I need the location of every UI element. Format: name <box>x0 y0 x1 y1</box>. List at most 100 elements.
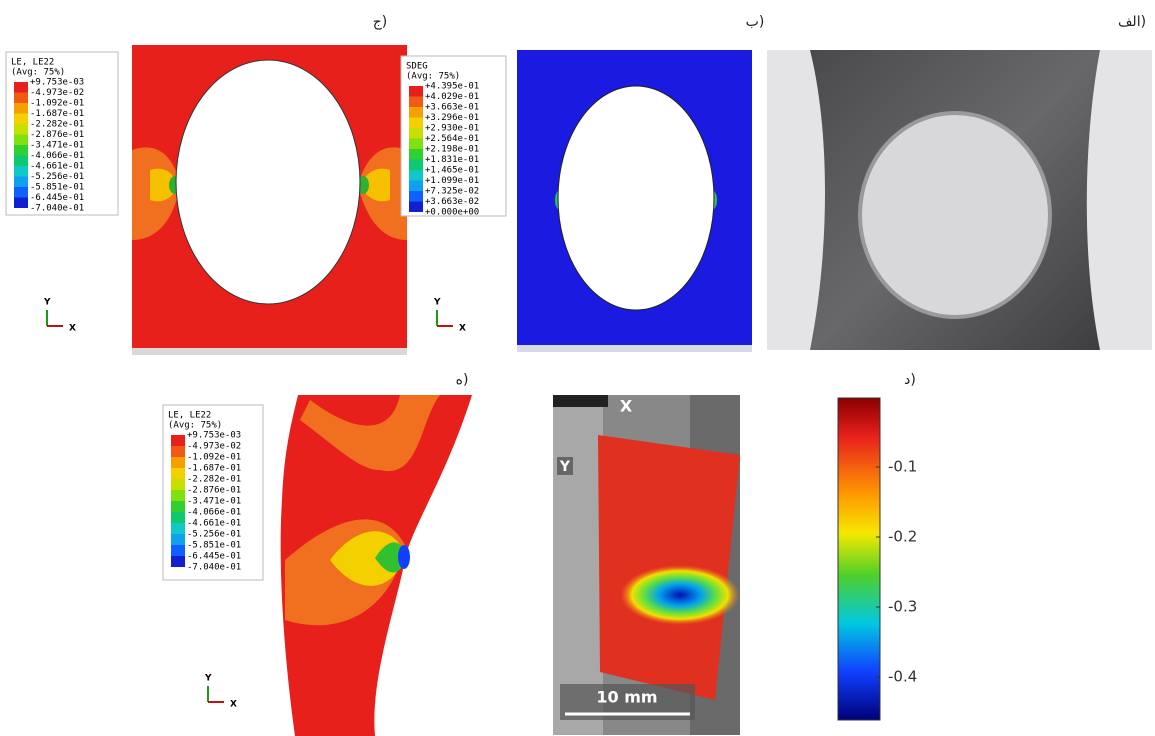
legend-swatch <box>409 149 423 160</box>
legend-swatch <box>409 170 423 181</box>
legend-swatch <box>171 501 185 512</box>
fem-sdeg-panel <box>517 50 752 352</box>
legend-value: +7.325e-02 <box>425 187 479 197</box>
axis-triad: YX <box>204 674 237 710</box>
legend-value: -4.973e-02 <box>187 442 241 452</box>
legend-swatch <box>171 512 185 523</box>
legend-swatch <box>171 534 185 545</box>
legend-swatch <box>171 490 185 501</box>
legend-value: +3.663e-01 <box>425 103 479 113</box>
figure: الف) ب) ج) د) ه) X Y 10 mm -0.1-0.2-0.3-… <box>0 0 1155 736</box>
legend-value: +1.465e-01 <box>425 166 479 176</box>
legend-value: -2.876e-01 <box>187 486 241 496</box>
legend-swatch <box>409 107 423 118</box>
legend-value: -7.040e-01 <box>187 563 241 573</box>
legend-swatch <box>14 145 28 156</box>
legend-value: +2.198e-01 <box>425 145 479 155</box>
axis-triad: YX <box>433 298 466 334</box>
legend-value: -4.973e-02 <box>30 88 84 98</box>
legend-swatch <box>409 86 423 97</box>
legend-swatch <box>409 118 423 129</box>
legend-value: -2.876e-01 <box>30 130 84 140</box>
legend-value: +3.296e-01 <box>425 113 479 123</box>
legend-value: -1.687e-01 <box>30 109 84 119</box>
legend-value: -2.282e-01 <box>30 120 84 130</box>
legend-swatch <box>171 556 185 567</box>
colorbar-tick-label: -0.4 <box>888 668 917 686</box>
legend-value: -4.066e-01 <box>30 151 84 161</box>
legend-value: +1.831e-01 <box>425 155 479 165</box>
dic-image: X Y 10 mm <box>553 395 740 735</box>
fem-le-panel <box>132 45 407 355</box>
triad-label: X <box>69 324 76 334</box>
colorbar-ticks: -0.1 -0.2 -0.3 -0.4 <box>876 458 917 686</box>
legend-value: +9.753e-03 <box>30 78 84 88</box>
triad-label: X <box>459 324 466 334</box>
colorbar-tick-label: -0.1 <box>888 458 917 476</box>
legend-swatch <box>409 139 423 150</box>
legend-swatch <box>14 103 28 114</box>
legend-value: -4.661e-01 <box>30 162 84 172</box>
legend-subtitle: (Avg: 75%) <box>168 421 222 431</box>
legend-value: -6.445e-01 <box>30 193 84 203</box>
legend-value: -4.661e-01 <box>187 519 241 529</box>
legend-swatch <box>171 446 185 457</box>
legend-value: -5.851e-01 <box>187 541 241 551</box>
legend-title: SDEG <box>406 62 428 72</box>
legend-value: -3.471e-01 <box>187 497 241 507</box>
legend-value: +0.000e+00 <box>425 208 479 218</box>
legend-title: LE, LE22 <box>168 411 211 421</box>
legend-swatch <box>171 479 185 490</box>
legend-value: -5.256e-01 <box>187 530 241 540</box>
triad-label: Y <box>433 298 441 308</box>
colorbar-tick-label: -0.2 <box>888 528 917 546</box>
legend-value: -1.687e-01 <box>187 464 241 474</box>
legend-value: -1.092e-01 <box>30 99 84 109</box>
triad-label: Y <box>43 298 51 308</box>
colorbar-tick-label: -0.3 <box>888 598 917 616</box>
legend-value: +3.663e-02 <box>425 197 479 207</box>
legend-value: -5.256e-01 <box>30 172 84 182</box>
legend-swatch <box>14 177 28 188</box>
legend-value: +9.753e-03 <box>187 431 241 441</box>
legend-value: -1.092e-01 <box>187 453 241 463</box>
specimen-photo <box>767 50 1152 350</box>
contour-legend: LE, LE22(Avg: 75%)+9.753e-03-4.973e-02-1… <box>163 405 263 580</box>
panel-label: ج) <box>373 14 388 30</box>
legend-swatch <box>409 202 423 213</box>
legend-swatch <box>171 545 185 556</box>
legend-subtitle: (Avg: 75%) <box>406 72 460 82</box>
legend-swatch <box>14 198 28 209</box>
scale-bar-label: 10 mm <box>596 688 657 707</box>
triad-label: X <box>230 700 237 710</box>
legend-value: -4.066e-01 <box>187 508 241 518</box>
panel-label: ب) <box>746 14 765 30</box>
legend-swatch <box>14 166 28 177</box>
legend-swatch <box>409 181 423 192</box>
legend-swatch <box>14 135 28 146</box>
dic-axis-label: X <box>620 397 633 416</box>
contour-legend: SDEG(Avg: 75%)+4.395e-01+4.029e-01+3.663… <box>401 56 506 218</box>
legend-swatch <box>171 523 185 534</box>
fem-zoom-panel <box>281 395 472 736</box>
legend-swatch <box>171 468 185 479</box>
legend-swatch <box>14 93 28 104</box>
legend-value: +2.564e-01 <box>425 134 479 144</box>
legend-swatch <box>409 128 423 139</box>
legend-value: +2.930e-01 <box>425 124 479 134</box>
triad-label: Y <box>204 674 212 684</box>
legend-swatch <box>171 457 185 468</box>
legend-value: +1.099e-01 <box>425 176 479 186</box>
legend-value: -3.471e-01 <box>30 141 84 151</box>
legend-swatch <box>409 191 423 202</box>
legend-title: LE, LE22 <box>11 58 54 68</box>
legend-subtitle: (Avg: 75%) <box>11 68 65 78</box>
panel-label: ه) <box>456 372 469 388</box>
legend-value: -7.040e-01 <box>30 204 84 214</box>
legend-swatch <box>409 160 423 171</box>
legend-swatch <box>14 82 28 93</box>
legend-value: +4.395e-01 <box>425 82 479 92</box>
axis-triad: YX <box>43 298 76 334</box>
panel-label: د) <box>904 372 916 388</box>
legend-value: -2.282e-01 <box>187 475 241 485</box>
